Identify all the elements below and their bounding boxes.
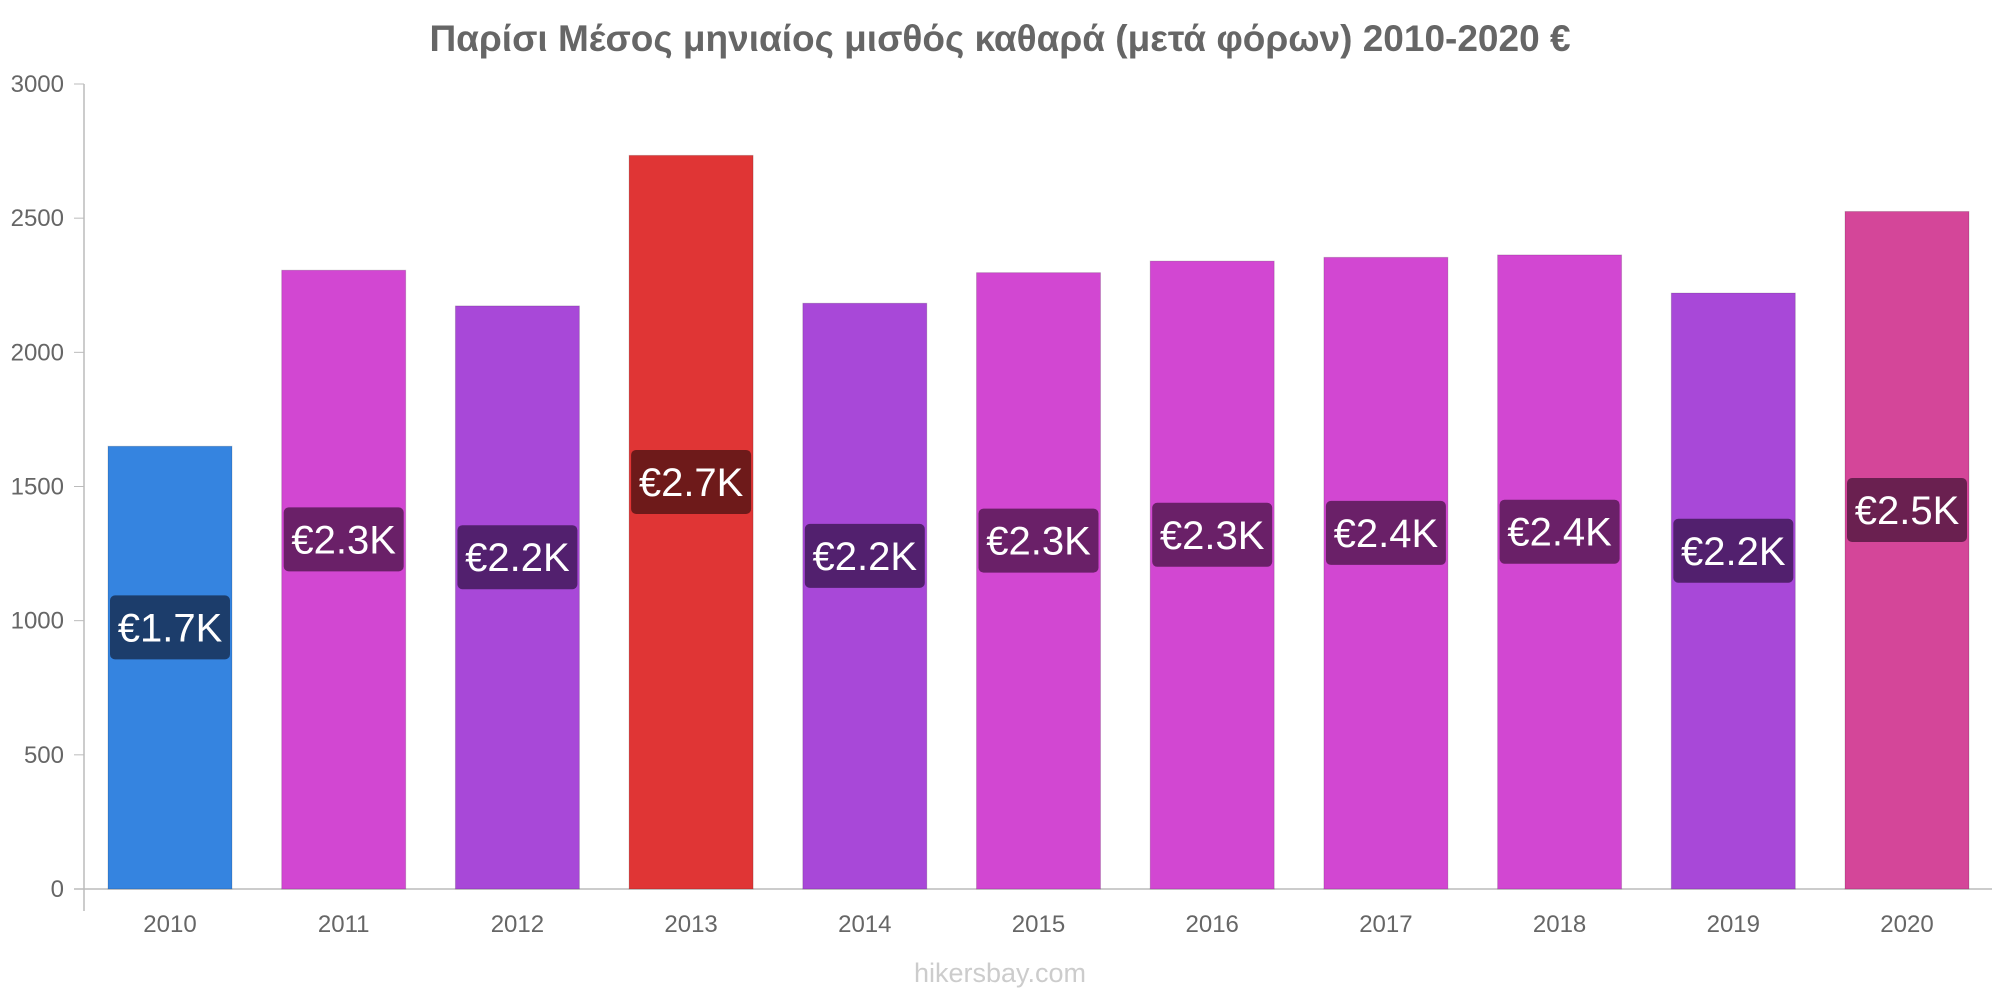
data-label: €2.3K xyxy=(1160,514,1265,558)
bar-2020 xyxy=(1844,210,1970,890)
bar-2014 xyxy=(802,302,928,890)
data-label: €2.3K xyxy=(986,520,1091,564)
x-tick-label: 2011 xyxy=(318,911,370,938)
bar-2011 xyxy=(281,269,407,890)
x-tick-label: 2020 xyxy=(1880,911,1933,938)
data-label-bg xyxy=(1152,502,1273,567)
y-tick-label: 1000 xyxy=(11,608,64,635)
y-tick-label: 1500 xyxy=(11,474,64,501)
data-label-bg xyxy=(804,523,925,588)
bar-2016 xyxy=(1149,260,1275,890)
data-label-bg xyxy=(1847,477,1967,542)
data-label: €2.2K xyxy=(1681,530,1786,574)
data-label: €2.2K xyxy=(465,536,570,580)
x-tick-label: 2017 xyxy=(1359,911,1412,938)
x-tick-label: 2014 xyxy=(838,911,891,938)
bar-2019 xyxy=(1670,292,1796,890)
data-label: €2.3K xyxy=(291,518,396,562)
data-label: €2.4K xyxy=(1334,512,1439,556)
data-label-bg xyxy=(1673,518,1794,583)
bar-2013 xyxy=(628,154,754,890)
data-label: €1.7K xyxy=(118,606,223,650)
x-tick-label: 2019 xyxy=(1707,911,1760,938)
data-label-bg xyxy=(283,507,404,572)
bar-2018 xyxy=(1497,254,1623,890)
bar-2015 xyxy=(976,272,1101,890)
y-tick-label: 3000 xyxy=(11,71,64,98)
data-label: €2.4K xyxy=(1507,511,1612,555)
x-tick-label: 2016 xyxy=(1186,911,1239,938)
x-tick-label: 2012 xyxy=(491,911,544,938)
y-tick-label: 0 xyxy=(51,876,64,903)
y-tick-label: 500 xyxy=(24,742,64,769)
x-tick-label: 2018 xyxy=(1533,911,1586,938)
data-label-bg xyxy=(1499,499,1620,564)
data-label: €2.7K xyxy=(639,461,744,505)
chart-title: Παρίσι Μέσος μηνιαίος μισθός καθαρά (μετ… xyxy=(429,18,1571,59)
x-tick-label: 2015 xyxy=(1012,911,1065,938)
x-tick-label: 2013 xyxy=(664,911,717,938)
data-label: €2.2K xyxy=(813,535,918,579)
bar-2010 xyxy=(107,445,233,890)
watermark: hikersbay.com xyxy=(913,958,1087,988)
data-label-bg xyxy=(1325,500,1446,565)
y-tick-label: 2500 xyxy=(11,205,64,232)
data-label-bg xyxy=(978,508,1099,573)
bar-2017 xyxy=(1323,256,1449,890)
data-label-bg xyxy=(110,595,230,660)
data-label-bg xyxy=(457,525,578,590)
x-tick-label: 2010 xyxy=(143,911,196,938)
data-label-bg xyxy=(631,449,752,514)
y-tick-label: 2000 xyxy=(11,339,64,366)
data-label: €2.5K xyxy=(1855,489,1960,533)
bar-2012 xyxy=(454,305,580,890)
